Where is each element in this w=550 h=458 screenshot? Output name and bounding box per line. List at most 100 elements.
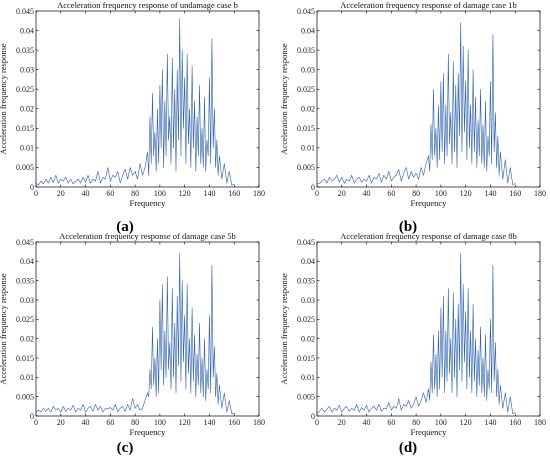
- x-tick-label: 40: [82, 418, 90, 427]
- y-tick-label: 0.02: [20, 334, 34, 343]
- x-tick-label: 120: [460, 189, 472, 198]
- x-axis-label: Frequency: [130, 427, 167, 437]
- x-tick-label: 60: [106, 189, 114, 198]
- plot-frame: [316, 241, 541, 417]
- y-tick-label: 0.015: [16, 124, 34, 133]
- y-tick-label: 0.045: [297, 7, 315, 16]
- x-axis-label: Frequency: [411, 198, 448, 208]
- x-tick-label: 160: [228, 418, 240, 427]
- x-tick-label: 100: [154, 189, 166, 198]
- y-tick-label: 0.04: [20, 257, 34, 266]
- y-tick-label: 0.02: [301, 105, 315, 114]
- chart-panel-1: Acceleration frequency response of undam…: [0, 0, 265, 235]
- x-tick-label: 0: [315, 189, 319, 198]
- panel-label: (a): [116, 219, 134, 235]
- y-tick-label: 0.045: [16, 7, 34, 16]
- y-tick-label: 0.04: [301, 257, 315, 266]
- x-tick-label: 40: [363, 418, 371, 427]
- chart-title: Acceleration frequency response of damag…: [59, 231, 236, 241]
- x-tick-label: 140: [484, 418, 496, 427]
- y-tick-label: 0.025: [297, 85, 315, 94]
- chart-title: Acceleration frequency response of damag…: [340, 0, 517, 10]
- x-tick-label: 160: [509, 189, 521, 198]
- x-tick-label: 120: [179, 418, 191, 427]
- y-tick-label: 0.025: [297, 315, 315, 324]
- x-tick-label: 100: [154, 418, 166, 427]
- y-tick-label: 0.035: [16, 276, 34, 285]
- y-axis-label: Acceleration frequency response: [279, 43, 289, 155]
- y-tick-label: 0.005: [16, 163, 34, 172]
- y-tick-label: 0.03: [301, 65, 315, 74]
- y-tick-label: 0.03: [20, 296, 34, 305]
- x-tick-label: 180: [253, 189, 265, 198]
- y-tick-label: 0.035: [16, 46, 34, 55]
- chart-title: Acceleration frequency response of undam…: [57, 0, 238, 10]
- x-tick-label: 20: [338, 189, 346, 198]
- chart-panel-2: Acceleration frequency response of damag…: [279, 0, 546, 235]
- y-tick-label: 0.045: [297, 238, 315, 247]
- y-tick-label: 0.015: [297, 124, 315, 133]
- y-tick-label: 0.03: [301, 296, 315, 305]
- x-tick-label: 140: [203, 189, 215, 198]
- x-tick-label: 40: [82, 189, 90, 198]
- y-tick-label: 0.04: [20, 26, 34, 35]
- y-tick-label: 0: [311, 183, 315, 192]
- x-tick-label: 180: [534, 189, 546, 198]
- x-tick-label: 180: [534, 418, 546, 427]
- y-tick-label: 0: [311, 412, 315, 421]
- y-tick-label: 0.02: [301, 334, 315, 343]
- y-tick-label: 0.04: [301, 26, 315, 35]
- y-tick-label: 0.015: [297, 354, 315, 363]
- x-tick-label: 120: [179, 189, 191, 198]
- x-tick-label: 80: [131, 189, 139, 198]
- y-tick-label: 0.01: [301, 144, 315, 153]
- x-tick-label: 20: [57, 189, 65, 198]
- x-tick-label: 60: [387, 189, 395, 198]
- x-tick-label: 140: [484, 189, 496, 198]
- x-tick-label: 180: [253, 418, 265, 427]
- y-tick-label: 0: [30, 412, 34, 421]
- x-tick-label: 0: [315, 418, 319, 427]
- x-tick-label: 60: [387, 418, 395, 427]
- x-tick-label: 20: [57, 418, 65, 427]
- panel-label: (d): [399, 440, 417, 456]
- x-tick-label: 80: [412, 418, 420, 427]
- y-tick-label: 0.01: [20, 144, 34, 153]
- series-line: [316, 22, 516, 185]
- x-axis-label: Frequency: [411, 427, 448, 437]
- x-tick-label: 80: [412, 189, 420, 198]
- x-tick-label: 40: [363, 189, 371, 198]
- y-tick-label: 0.025: [16, 85, 34, 94]
- y-tick-label: 0.005: [297, 163, 315, 172]
- y-tick-label: 0.01: [301, 373, 315, 382]
- y-tick-label: 0.01: [20, 373, 34, 382]
- y-tick-label: 0.005: [297, 392, 315, 401]
- y-tick-label: 0.035: [297, 276, 315, 285]
- x-tick-label: 0: [34, 189, 38, 198]
- x-tick-label: 100: [435, 189, 447, 198]
- plot-frame: [35, 10, 260, 188]
- y-axis-label: Acceleration frequency response: [279, 273, 289, 385]
- y-tick-label: 0: [30, 183, 34, 192]
- chart-panel-4: Acceleration frequency response of damag…: [279, 231, 546, 456]
- series-line: [35, 18, 235, 186]
- y-tick-label: 0.025: [16, 315, 34, 324]
- panel-label: (c): [117, 440, 134, 456]
- y-tick-label: 0.035: [297, 46, 315, 55]
- chart-panel-3: Acceleration frequency response of damag…: [0, 231, 265, 456]
- x-tick-label: 120: [460, 418, 472, 427]
- y-tick-label: 0.045: [16, 238, 34, 247]
- y-axis-label: Acceleration frequency response: [0, 273, 8, 385]
- x-tick-label: 20: [338, 418, 346, 427]
- x-tick-label: 160: [228, 189, 240, 198]
- plot-frame: [316, 10, 541, 188]
- x-tick-label: 80: [131, 418, 139, 427]
- y-tick-label: 0.005: [16, 392, 34, 401]
- x-tick-label: 0: [34, 418, 38, 427]
- y-axis-label: Acceleration frequency response: [0, 43, 8, 155]
- y-tick-label: 0.015: [16, 354, 34, 363]
- x-tick-label: 140: [203, 418, 215, 427]
- panel-label: (b): [399, 219, 417, 235]
- y-tick-label: 0.03: [20, 65, 34, 74]
